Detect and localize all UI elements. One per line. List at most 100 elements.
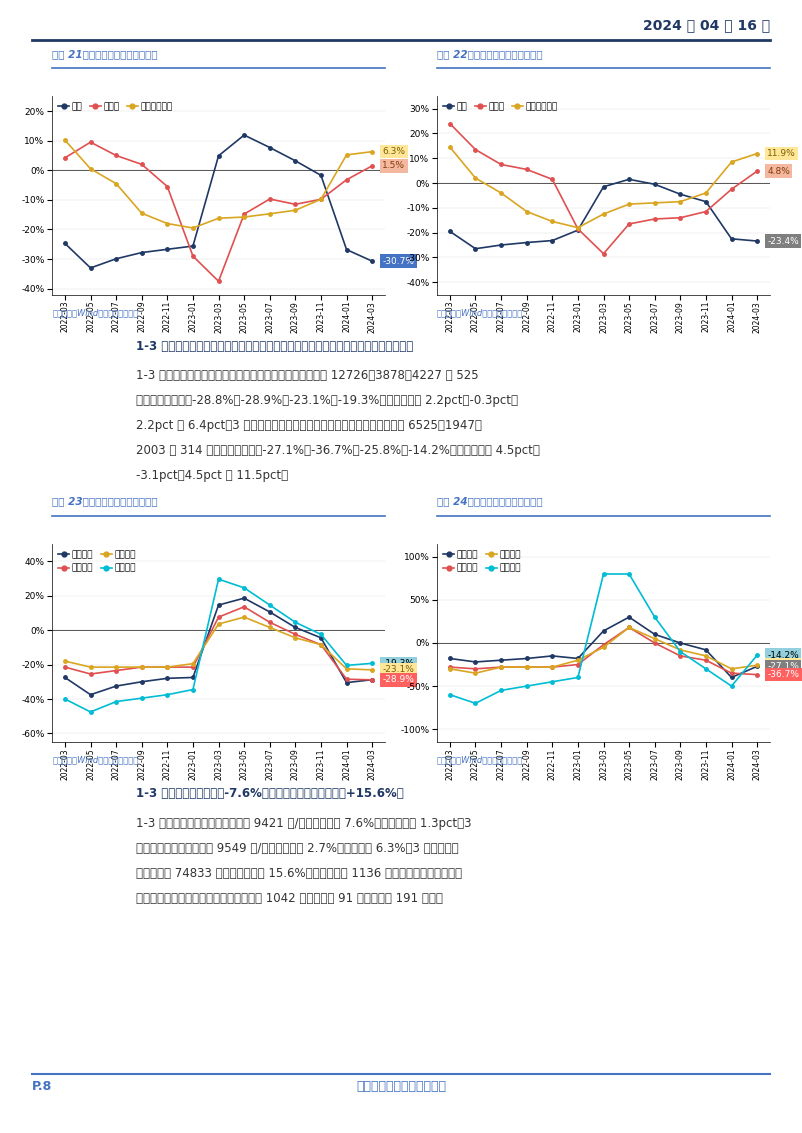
东北地区 [573, 671, 583, 684]
东部地区 [316, 631, 326, 645]
商业营业用房 [573, 221, 583, 235]
中部地区 [471, 662, 480, 675]
西部地区 [60, 654, 70, 667]
商业营业用房 [675, 195, 685, 208]
东北地区 [598, 568, 608, 581]
东部地区 [188, 671, 198, 684]
中部地区 [316, 638, 326, 651]
东北地区 [60, 692, 70, 706]
中部地区 [60, 661, 70, 674]
东北地区 [548, 675, 557, 689]
Legend: 东部地区, 中部地区, 西部地区, 东北地区: 东部地区, 中部地区, 西部地区, 东北地区 [442, 548, 523, 574]
西部地区 [111, 661, 121, 674]
西部地区 [573, 654, 583, 667]
东部地区 [650, 628, 659, 641]
住宅 [675, 187, 685, 201]
住宅 [522, 236, 532, 249]
东北地区 [752, 648, 762, 662]
西部地区 [624, 621, 634, 634]
东部地区 [163, 672, 172, 685]
商业营业用房 [650, 196, 659, 210]
办公楼 [239, 207, 249, 221]
西部地区 [752, 658, 762, 672]
办公楼 [60, 151, 70, 164]
商业营业用房 [548, 214, 557, 228]
东北地区 [624, 568, 634, 581]
中部地区 [752, 667, 762, 681]
东北地区 [86, 705, 95, 718]
住宅 [701, 195, 711, 208]
住宅 [496, 238, 506, 252]
办公楼 [137, 157, 147, 171]
中部地区 [548, 661, 557, 674]
中部地区 [701, 654, 711, 667]
Text: 资料来源：Wind，国盛证券研究所: 资料来源：Wind，国盛证券研究所 [52, 308, 139, 317]
Text: 1-3 月份东部、中部、西部和东北地区累计销售金额分别为 12726、3878、4227 和 525: 1-3 月份东部、中部、西部和东北地区累计销售金额分别为 12726、3878、… [136, 369, 479, 382]
中部地区 [496, 661, 506, 674]
住宅 [573, 223, 583, 237]
办公楼 [752, 164, 762, 178]
中部地区 [265, 615, 274, 629]
中部地区 [650, 637, 659, 650]
Line: 商业营业用房: 商业营业用房 [448, 145, 759, 229]
东北地区 [188, 683, 198, 697]
Line: 东部地区: 东部地区 [448, 615, 759, 679]
办公楼 [213, 274, 223, 288]
商业营业用房 [445, 140, 455, 154]
Text: 待售面积为 74833 万方，同比增长 15.6%，较上月减少 1136 万方，其中住宅、办公楼: 待售面积为 74833 万方，同比增长 15.6%，较上月减少 1136 万方，… [136, 867, 462, 879]
中部地区 [111, 664, 121, 678]
西部地区 [137, 661, 147, 674]
东北地区 [316, 628, 326, 641]
商业营业用房 [367, 145, 377, 159]
Text: 2003 和 314 产元，同比分别为-27.1%、-36.7%、-25.8%和-14.2%，较前值变动 4.5pct、: 2003 和 314 产元，同比分别为-27.1%、-36.7%、-25.8%和… [136, 444, 541, 457]
办公楼 [445, 117, 455, 130]
Text: 图表 22：累计销售面积同比分业态: 图表 22：累计销售面积同比分业态 [437, 49, 543, 59]
办公楼 [548, 172, 557, 186]
办公楼 [290, 197, 300, 211]
办公楼 [188, 249, 198, 263]
办公楼 [598, 247, 608, 261]
中部地区 [367, 673, 377, 687]
住宅 [137, 246, 147, 259]
中部地区 [163, 661, 172, 674]
商业营业用房 [522, 205, 532, 219]
Text: -28.9%: -28.9% [383, 675, 415, 684]
Text: 1-3 月销售均价累计同比-7.6%；待售面积维持高位，同比+15.6%。: 1-3 月销售均价累计同比-7.6%；待售面积维持高位，同比+15.6%。 [136, 787, 404, 800]
商业营业用房 [290, 204, 300, 218]
东部地区 [573, 651, 583, 665]
办公楼 [650, 212, 659, 225]
中部地区 [188, 661, 198, 674]
西部地区 [445, 662, 455, 675]
西部地区 [265, 621, 274, 634]
东部地区 [598, 624, 608, 638]
住宅 [188, 239, 198, 253]
Text: 图表 24：单月销售金额同比劆区域: 图表 24：单月销售金额同比劆区域 [437, 496, 543, 506]
中部地区 [342, 672, 351, 685]
东部地区 [111, 680, 121, 693]
住宅 [111, 252, 121, 265]
办公楼 [573, 222, 583, 236]
东部地区 [548, 649, 557, 663]
东部地区 [522, 651, 532, 665]
东北地区 [650, 611, 659, 624]
商业营业用房 [752, 147, 762, 161]
西部地区 [316, 638, 326, 651]
东部地区 [213, 598, 223, 612]
商业营业用房 [496, 186, 506, 199]
西部地区 [342, 662, 351, 675]
东部地区 [86, 688, 95, 701]
Line: 东北地区: 东北地区 [448, 572, 759, 705]
Text: -14.2%: -14.2% [768, 650, 799, 659]
商业营业用房 [137, 206, 147, 220]
商业营业用房 [471, 171, 480, 185]
住宅 [752, 235, 762, 248]
东北地区 [522, 680, 532, 693]
Text: 资料来源：Wind，国盛证券研究所: 资料来源：Wind，国盛证券研究所 [52, 756, 139, 765]
商业营业用房 [342, 148, 351, 162]
办公楼 [471, 143, 480, 156]
东部地区 [137, 675, 147, 689]
Line: 中部地区: 中部地区 [63, 605, 374, 682]
Text: 资料来源：Wind，国盛证券研究所: 资料来源：Wind，国盛证券研究所 [437, 756, 524, 765]
东部地区 [701, 644, 711, 657]
Text: 请仔细阅读本报告末页声明: 请仔细阅读本报告末页声明 [356, 1080, 446, 1093]
